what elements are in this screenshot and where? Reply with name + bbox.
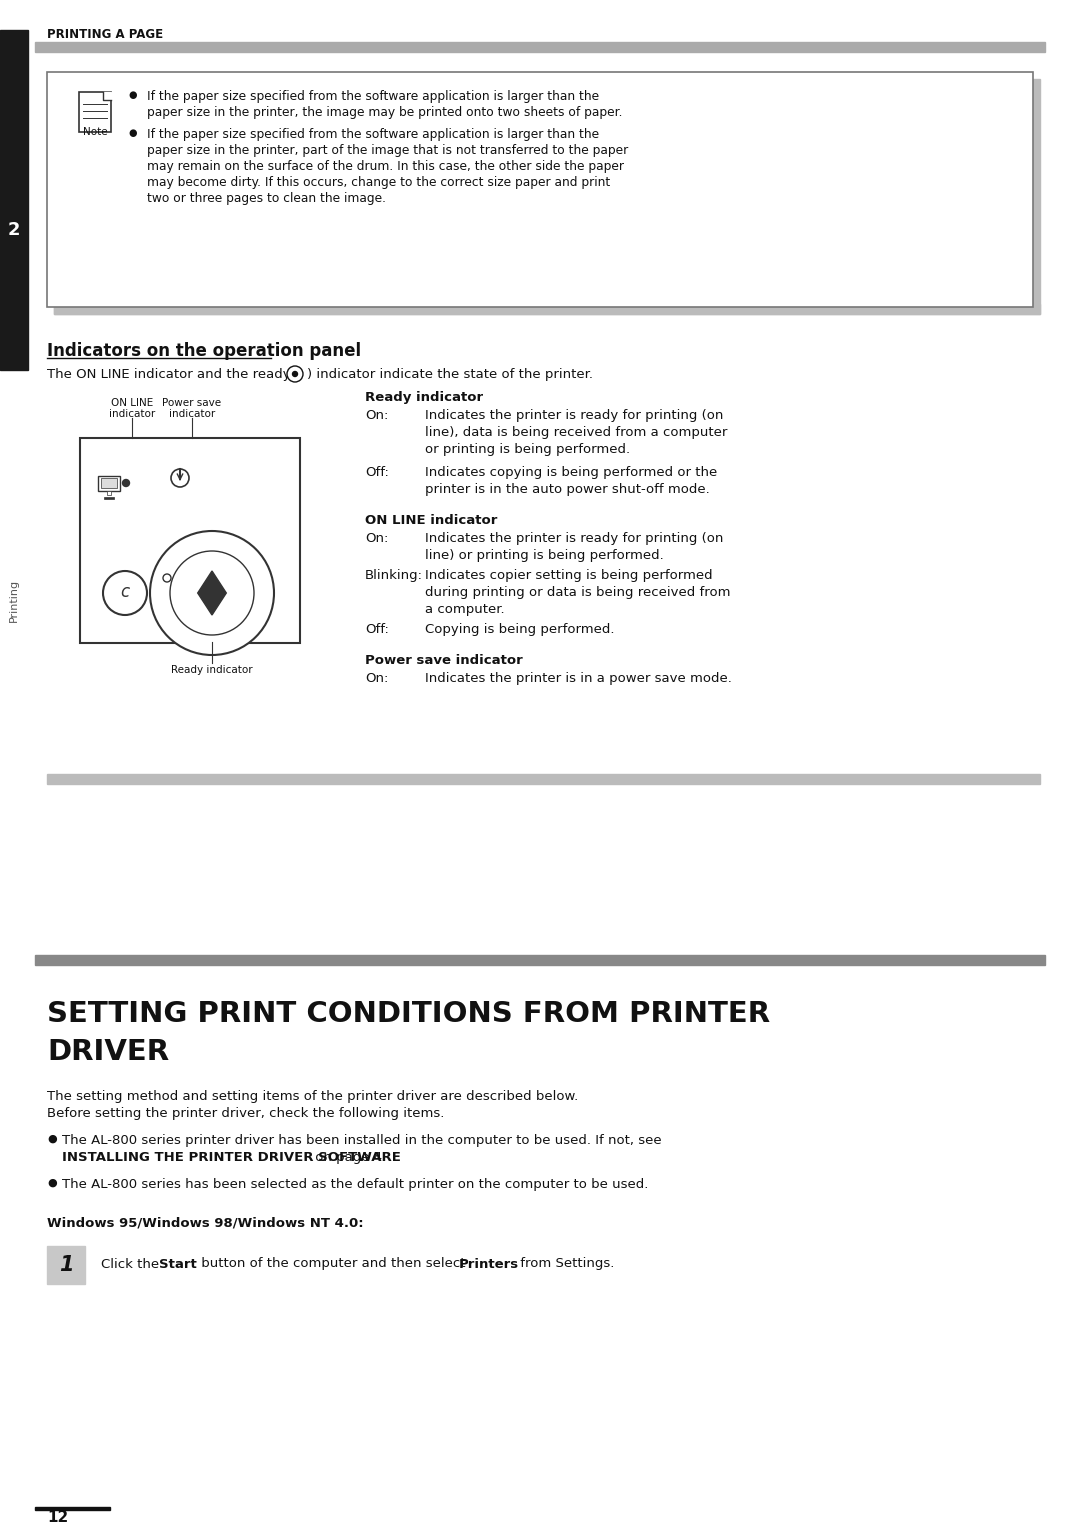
Text: Ready indicator: Ready indicator xyxy=(172,665,253,674)
Text: SETTING PRINT CONDITIONS FROM PRINTER: SETTING PRINT CONDITIONS FROM PRINTER xyxy=(48,1000,770,1029)
Circle shape xyxy=(122,479,130,487)
Text: Before setting the printer driver, check the following items.: Before setting the printer driver, check… xyxy=(48,1106,444,1120)
Text: 2: 2 xyxy=(8,221,21,240)
Text: paper size in the printer, the image may be printed onto two sheets of paper.: paper size in the printer, the image may… xyxy=(147,105,622,119)
Text: line), data is being received from a computer: line), data is being received from a com… xyxy=(426,426,727,439)
Text: Printers: Printers xyxy=(459,1257,519,1271)
Text: Ready indicator: Ready indicator xyxy=(365,391,483,404)
Text: button of the computer and then select: button of the computer and then select xyxy=(197,1257,470,1271)
Text: Indicates the printer is in a power save mode.: Indicates the printer is in a power save… xyxy=(426,671,732,685)
Text: Off:: Off: xyxy=(365,623,389,636)
Polygon shape xyxy=(198,571,227,615)
Text: 12: 12 xyxy=(48,1511,68,1526)
Bar xyxy=(0,31,28,369)
Polygon shape xyxy=(103,92,111,101)
Text: c: c xyxy=(121,583,130,601)
Text: DRIVER: DRIVER xyxy=(48,1038,170,1067)
Text: during printing or data is being received from: during printing or data is being receive… xyxy=(426,586,730,600)
Text: ●: ● xyxy=(129,128,137,137)
Text: may become dirty. If this occurs, change to the correct size paper and print: may become dirty. If this occurs, change… xyxy=(147,175,610,189)
Text: Note: Note xyxy=(83,127,107,137)
Circle shape xyxy=(293,371,297,377)
Text: INSTALLING THE PRINTER DRIVER SOFTWARE: INSTALLING THE PRINTER DRIVER SOFTWARE xyxy=(62,1151,401,1164)
Text: ●: ● xyxy=(48,1178,57,1189)
Text: ●: ● xyxy=(48,1134,57,1144)
Bar xyxy=(79,92,111,133)
Bar xyxy=(35,1506,110,1511)
Circle shape xyxy=(287,366,303,382)
Bar xyxy=(35,955,1045,964)
Circle shape xyxy=(163,574,171,581)
Text: ) indicator indicate the state of the printer.: ) indicator indicate the state of the pr… xyxy=(307,368,593,382)
Text: Blinking:: Blinking: xyxy=(365,569,423,581)
Text: 1: 1 xyxy=(58,1254,73,1276)
Bar xyxy=(48,1247,85,1283)
Text: The AL-800 series printer driver has been installed in the computer to be used. : The AL-800 series printer driver has bee… xyxy=(62,1134,662,1148)
Text: Indicates the printer is ready for printing (on: Indicates the printer is ready for print… xyxy=(426,533,724,545)
Bar xyxy=(48,774,1040,784)
Text: PRINTING A PAGE: PRINTING A PAGE xyxy=(48,27,163,41)
Text: indicator: indicator xyxy=(168,409,215,420)
Text: printer is in the auto power shut-off mode.: printer is in the auto power shut-off mo… xyxy=(426,484,710,496)
Text: may remain on the surface of the drum. In this case, the other side the paper: may remain on the surface of the drum. I… xyxy=(147,160,624,172)
Bar xyxy=(102,478,117,488)
Bar xyxy=(48,72,1032,307)
Bar xyxy=(80,438,300,642)
Bar xyxy=(104,497,114,499)
Bar xyxy=(107,491,111,494)
Bar xyxy=(98,476,120,491)
Text: ON LINE indicator: ON LINE indicator xyxy=(365,514,498,526)
Circle shape xyxy=(170,551,254,635)
Bar xyxy=(54,79,1040,314)
Text: Copying is being performed.: Copying is being performed. xyxy=(426,623,615,636)
Text: ●: ● xyxy=(129,90,137,101)
Text: indicator: indicator xyxy=(109,409,156,420)
Text: Indicates copying is being performed or the: Indicates copying is being performed or … xyxy=(426,465,717,479)
Text: two or three pages to clean the image.: two or three pages to clean the image. xyxy=(147,192,386,204)
Circle shape xyxy=(150,531,274,655)
Text: a computer.: a computer. xyxy=(426,603,504,617)
Text: on page 4.: on page 4. xyxy=(311,1151,387,1164)
Text: Power save: Power save xyxy=(162,398,221,407)
Text: or printing is being performed.: or printing is being performed. xyxy=(426,443,630,456)
Bar xyxy=(35,43,1045,52)
Text: The setting method and setting items of the printer driver are described below.: The setting method and setting items of … xyxy=(48,1090,578,1103)
Text: Click the: Click the xyxy=(102,1257,163,1271)
Text: line) or printing is being performed.: line) or printing is being performed. xyxy=(426,549,664,562)
Text: Printing: Printing xyxy=(9,578,19,621)
Text: If the paper size specified from the software application is larger than the: If the paper size specified from the sof… xyxy=(147,90,599,102)
Text: The ON LINE indicator and the ready (: The ON LINE indicator and the ready ( xyxy=(48,368,300,382)
Text: Off:: Off: xyxy=(365,465,389,479)
Text: On:: On: xyxy=(365,409,389,423)
Text: Indicates the printer is ready for printing (on: Indicates the printer is ready for print… xyxy=(426,409,724,423)
Text: On:: On: xyxy=(365,533,389,545)
Text: ON LINE: ON LINE xyxy=(111,398,153,407)
Bar xyxy=(54,304,1040,314)
Circle shape xyxy=(103,571,147,615)
Text: Power save indicator: Power save indicator xyxy=(365,655,523,667)
Text: The AL-800 series has been selected as the default printer on the computer to be: The AL-800 series has been selected as t… xyxy=(62,1178,648,1190)
Text: paper size in the printer, part of the image that is not transferred to the pape: paper size in the printer, part of the i… xyxy=(147,143,629,157)
Circle shape xyxy=(171,468,189,487)
Text: If the paper size specified from the software application is larger than the: If the paper size specified from the sof… xyxy=(147,128,599,140)
Text: Windows 95/Windows 98/Windows NT 4.0:: Windows 95/Windows 98/Windows NT 4.0: xyxy=(48,1216,364,1228)
Text: Indicators on the operation panel: Indicators on the operation panel xyxy=(48,342,361,360)
Text: On:: On: xyxy=(365,671,389,685)
Text: Indicates copier setting is being performed: Indicates copier setting is being perfor… xyxy=(426,569,713,581)
Text: Start: Start xyxy=(159,1257,197,1271)
Text: from Settings.: from Settings. xyxy=(516,1257,615,1271)
